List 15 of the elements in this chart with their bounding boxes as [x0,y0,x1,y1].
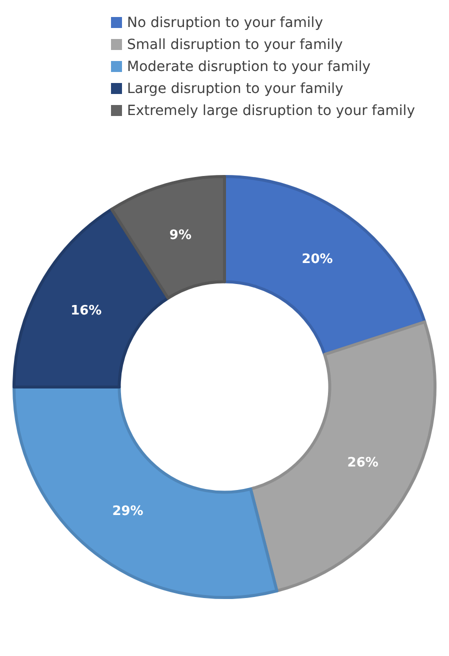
donut-slice [12,208,170,388]
legend-label: Moderate disruption to your family [127,59,371,75]
legend-label: Extremely large disruption to your family [127,103,415,119]
donut-slice [12,386,278,599]
legend-label: No disruption to your family [127,15,323,31]
data-label: 29% [112,504,144,520]
legend-label: Large disruption to your family [127,81,344,97]
donut-slice [249,320,436,592]
donut-slice [223,175,426,356]
data-label: 9% [169,228,192,243]
data-label: 26% [347,456,378,471]
legend-label: Small disruption to your family [127,37,343,53]
data-label: 16% [70,303,102,318]
data-label: 20% [302,252,333,267]
donut-slice [110,175,226,300]
